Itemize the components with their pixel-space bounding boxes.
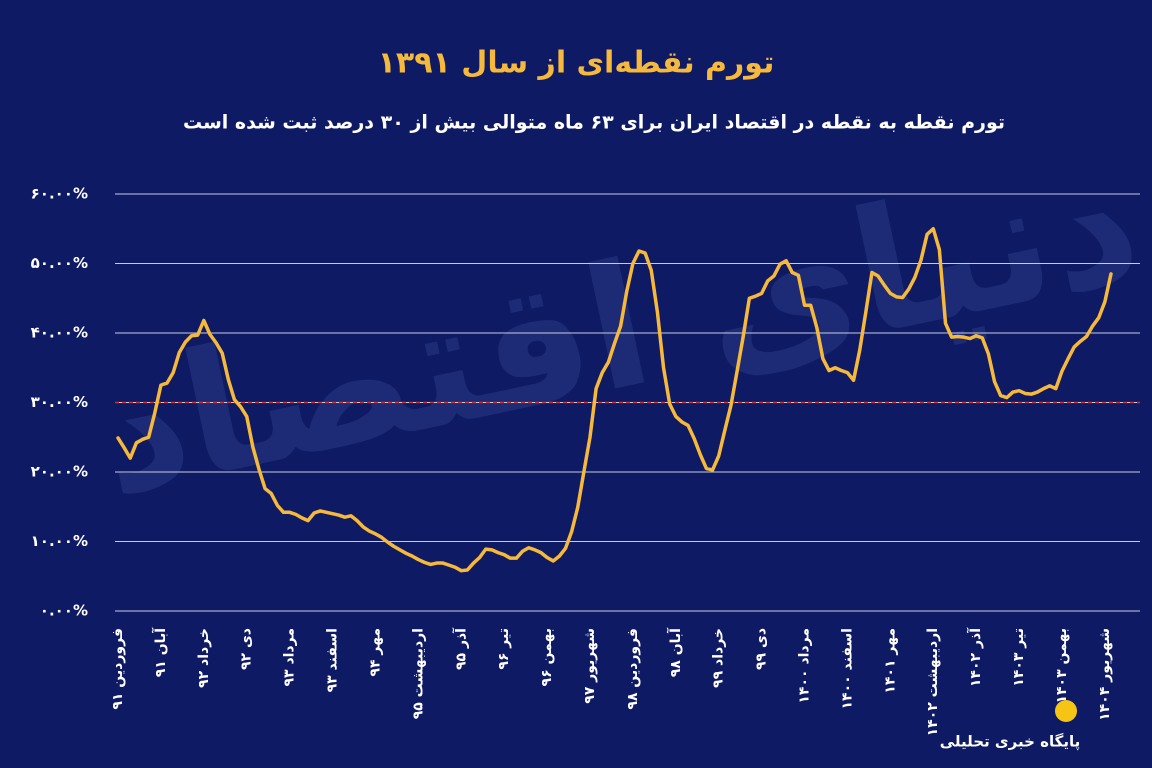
x-tick-label: آذر ۱۴۰۲ — [966, 627, 984, 687]
x-tick-label: تیر ۱۴۰۳ — [1011, 628, 1027, 687]
x-tick-label: فروردین ۹۱ — [110, 628, 126, 710]
line-series — [116, 227, 1113, 573]
x-tick-label: دی ۹۹ — [754, 628, 770, 670]
x-tick-label: فروردین ۹۸ — [625, 628, 641, 710]
x-tick-label: آبان ۹۸ — [666, 627, 684, 677]
x-tick-label: تیر ۹۶ — [496, 628, 512, 670]
y-tick-label: ۴۰.۰۰% — [31, 324, 88, 342]
x-tick-label: مرداد ۱۴۰۰ — [797, 628, 813, 704]
x-tick-label: مهر ۹۴ — [367, 628, 383, 677]
logo-dot — [1055, 700, 1077, 722]
x-tick-label: اردیبهشت ۹۵ — [410, 628, 426, 719]
y-tick-label: ۰.۰۰% — [40, 602, 88, 620]
x-tick-label: شهریور ۹۷ — [582, 628, 598, 704]
y-tick-label: ۱۰.۰۰% — [31, 532, 88, 550]
x-tick-label: خرداد ۹۲ — [196, 628, 212, 688]
source-label: پایگاه خبری تحلیلی — [940, 733, 1081, 752]
x-tick-label: مهر ۱۴۰۱ — [882, 628, 898, 694]
x-tick-label: بهمن ۹۶ — [539, 628, 555, 686]
x-tick-label: مرداد ۹۳ — [282, 628, 298, 687]
x-tick-label: دی ۹۲ — [239, 628, 255, 670]
x-tick-label: اسفند ۹۳ — [325, 628, 341, 692]
chart-title: تورم نقطه‌ای از سال ۱۳۹۱ — [378, 46, 775, 81]
x-tick-label: بهمن ۱۴۰۳ — [1054, 628, 1070, 704]
x-tick-label: اردیبهشت ۱۴۰۲ — [925, 628, 941, 736]
x-tick-label: شهریور ۱۴۰۴ — [1097, 628, 1113, 721]
y-tick-label: ۵۰.۰۰% — [31, 254, 88, 272]
y-tick-label: ۲۰.۰۰% — [31, 463, 88, 481]
x-tick-label: آذر ۹۵ — [451, 627, 469, 670]
x-tick-label: اسفند ۱۴۰۰ — [839, 628, 855, 710]
chart-subtitle: تورم نقطه به نقطه در اقتصاد ایران برای ۶… — [183, 112, 1005, 134]
y-tick-label: ۶۰.۰۰% — [31, 185, 88, 203]
x-tick-label: آبان ۹۱ — [151, 627, 169, 677]
x-tick-label: خرداد ۹۹ — [711, 628, 727, 688]
y-tick-label: ۳۰.۰۰% — [31, 393, 88, 411]
